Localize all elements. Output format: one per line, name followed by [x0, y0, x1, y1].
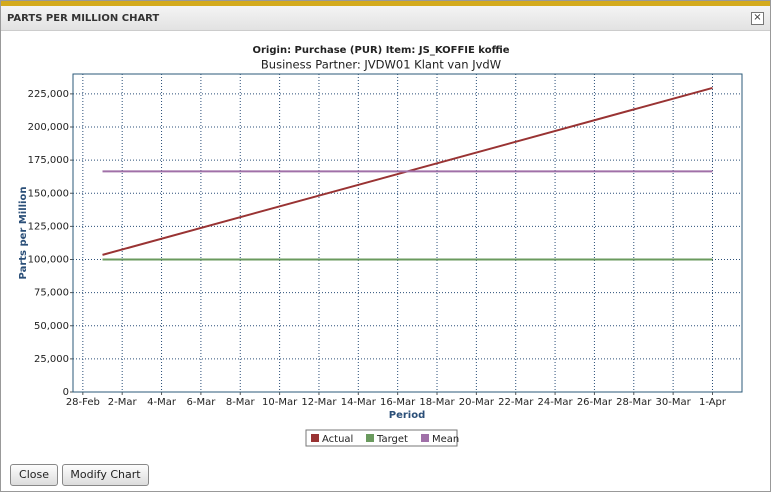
window-title: PARTS PER MILLION CHART: [7, 13, 160, 24]
x-tick-label: 2-Mar: [108, 397, 138, 408]
y-axis-label: Parts per Million: [18, 187, 29, 280]
plot-border: [72, 73, 743, 393]
x-tick-label: 18-Mar: [419, 397, 455, 408]
x-tick-label: 30-Mar: [656, 397, 692, 408]
y-tick-label: 75,000: [34, 288, 69, 299]
x-tick-label: 22-Mar: [498, 397, 534, 408]
y-tick-label: 225,000: [28, 89, 69, 100]
title-bar: PARTS PER MILLION CHART ×: [1, 6, 770, 31]
y-tick-label: 175,000: [28, 155, 69, 166]
legend-label: Mean: [432, 434, 459, 445]
close-icon[interactable]: ×: [751, 12, 764, 25]
plot-area: [73, 74, 742, 392]
x-tick-label: 24-Mar: [537, 397, 573, 408]
x-tick-label: 28-Feb: [66, 397, 100, 408]
x-tick-label: 1-Apr: [699, 397, 727, 408]
x-tick-label: 10-Mar: [262, 397, 298, 408]
y-tick-label: 25,000: [34, 354, 69, 365]
y-tick-label: 100,000: [28, 255, 69, 266]
title-stripe: [1, 1, 770, 6]
x-tick-label: 14-Mar: [341, 397, 377, 408]
x-tick-label: 4-Mar: [147, 397, 177, 408]
chart-title: Origin: Purchase (PUR) Item: JS_KOFFIE k…: [253, 45, 510, 56]
close-button[interactable]: Close: [10, 464, 58, 486]
x-tick-label: 16-Mar: [380, 397, 416, 408]
x-tick-label: 12-Mar: [301, 397, 337, 408]
x-axis-label: Period: [389, 410, 426, 421]
legend-box: [305, 429, 458, 447]
chart: Origin: Purchase (PUR) Item: JS_KOFFIE k…: [18, 45, 743, 447]
modify-chart-button[interactable]: Modify Chart: [62, 464, 149, 486]
y-tick-label: 125,000: [28, 221, 69, 232]
y-tick-label: 150,000: [28, 188, 69, 199]
x-tick-label: 20-Mar: [459, 397, 495, 408]
legend-swatch: [366, 434, 374, 442]
x-tick-label: 6-Mar: [186, 397, 216, 408]
legend-label: Actual: [322, 434, 353, 445]
y-tick-label: 200,000: [28, 122, 69, 133]
legend-swatch: [421, 434, 429, 442]
y-tick-label: 50,000: [34, 321, 69, 332]
chart-subtitle: Business Partner: JVDW01 Klant van JvdW: [261, 58, 501, 72]
x-tick-label: 28-Mar: [616, 397, 652, 408]
y-tick-label: 0: [63, 387, 69, 398]
x-tick-label: 26-Mar: [577, 397, 613, 408]
legend-swatch: [311, 434, 319, 442]
x-tick-label: 8-Mar: [226, 397, 256, 408]
legend-label: Target: [376, 434, 408, 445]
